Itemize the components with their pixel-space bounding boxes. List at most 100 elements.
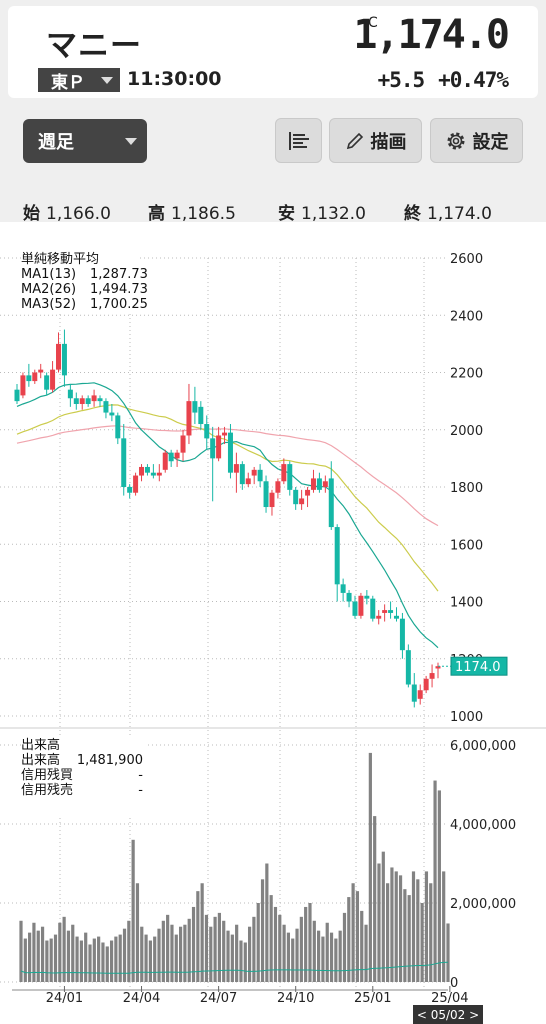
volume-bar bbox=[174, 934, 178, 982]
volume-bar bbox=[424, 871, 429, 982]
candle-body bbox=[370, 598, 376, 619]
candle bbox=[251, 466, 257, 485]
draw-button[interactable]: 描画 bbox=[329, 118, 422, 163]
ma-legend-title: 単純移動平均 bbox=[21, 252, 100, 267]
candle bbox=[103, 398, 109, 419]
candle bbox=[245, 472, 251, 487]
candle-body bbox=[14, 389, 20, 402]
volume-bar bbox=[131, 839, 135, 982]
candle-body bbox=[97, 398, 103, 402]
candle bbox=[97, 395, 103, 407]
volume-bar bbox=[118, 934, 122, 982]
candle-body bbox=[56, 343, 62, 370]
gear-icon bbox=[447, 132, 464, 149]
chart-area[interactable] bbox=[0, 222, 546, 1024]
candle bbox=[121, 424, 127, 496]
x-tick-label: 25/01 bbox=[354, 991, 391, 1006]
candle bbox=[293, 487, 299, 510]
volume-bar bbox=[273, 906, 278, 982]
market-selector[interactable]: 東Ｐ bbox=[38, 68, 120, 93]
candle bbox=[204, 415, 210, 450]
ohlc-low: 安 1,132.0 bbox=[278, 204, 366, 224]
quote-time: 11:30:00 bbox=[127, 68, 222, 90]
candle-body bbox=[192, 401, 198, 413]
settings-button[interactable]: 設定 bbox=[430, 118, 523, 163]
volume-tick-label: 4,000,000 bbox=[450, 818, 516, 833]
volume-bar bbox=[114, 936, 118, 982]
ohlc-row: 始 1,166.0 高 1,186.5 安 1,132.0 終 1,174.0 bbox=[0, 196, 546, 224]
candle bbox=[115, 412, 121, 445]
moving-average-line-52 bbox=[16, 425, 439, 527]
volume-bar bbox=[329, 932, 334, 982]
volume-bar bbox=[178, 926, 183, 982]
candle-body bbox=[393, 615, 399, 619]
volume-bar bbox=[260, 879, 265, 982]
volume-bar bbox=[36, 930, 40, 982]
candle bbox=[56, 332, 62, 373]
candle bbox=[38, 363, 44, 379]
bars-icon bbox=[288, 131, 309, 150]
volume-bar bbox=[342, 912, 347, 982]
volume-bar bbox=[304, 906, 308, 982]
candle-body bbox=[109, 412, 115, 416]
date-cursor-label[interactable]: < 05/02 > bbox=[413, 1005, 483, 1024]
candle bbox=[399, 612, 405, 659]
volume-bar bbox=[338, 930, 342, 982]
candle bbox=[423, 675, 429, 694]
period-label: 週足 bbox=[38, 132, 74, 153]
candle-body bbox=[316, 478, 322, 490]
volume-bar bbox=[407, 895, 411, 982]
x-tick-label: 24/04 bbox=[123, 991, 160, 1006]
volume-bar bbox=[32, 922, 36, 982]
ohlc-open: 始 1,166.0 bbox=[23, 204, 111, 224]
candle-body bbox=[204, 424, 210, 439]
volume-bar bbox=[140, 926, 144, 982]
price-tick-label: 1800 bbox=[450, 481, 483, 496]
volume-bar bbox=[265, 863, 269, 982]
volume-bar bbox=[226, 930, 230, 982]
candle bbox=[150, 464, 156, 479]
volume-bar bbox=[92, 938, 96, 982]
candle-body bbox=[150, 472, 156, 476]
change-value: +5.5 bbox=[377, 68, 426, 92]
volume-bar bbox=[291, 938, 295, 982]
volume-bar bbox=[437, 790, 441, 982]
indicator-button[interactable] bbox=[275, 118, 322, 163]
settings-label: 設定 bbox=[472, 131, 509, 153]
volume-bar bbox=[183, 924, 187, 982]
candle-body bbox=[299, 498, 305, 505]
candle-body bbox=[405, 650, 411, 685]
candle bbox=[352, 595, 358, 619]
period-dropdown[interactable]: 週足 bbox=[23, 119, 147, 163]
candle bbox=[417, 684, 423, 705]
candle-body bbox=[139, 466, 145, 476]
stock-name: マニー bbox=[46, 28, 142, 64]
volume-bar bbox=[187, 918, 191, 982]
ohlc-close: 終 1,174.0 bbox=[404, 204, 492, 224]
volume-bar bbox=[252, 916, 256, 982]
candle-body bbox=[269, 492, 275, 508]
volume-bar bbox=[204, 914, 209, 982]
candle-body bbox=[275, 481, 281, 493]
candle-body bbox=[310, 478, 316, 490]
candle-body bbox=[38, 369, 44, 373]
volume-bar bbox=[200, 883, 204, 982]
candle bbox=[393, 607, 399, 622]
candle bbox=[388, 601, 394, 619]
volume-tick-label: 6,000,000 bbox=[450, 739, 516, 754]
candle-body bbox=[222, 432, 228, 436]
volume-bar bbox=[373, 816, 377, 982]
candle bbox=[144, 464, 150, 476]
candle-body bbox=[364, 595, 370, 599]
candle bbox=[73, 392, 79, 410]
candle bbox=[358, 592, 364, 619]
ma1-legend: MA1(13) 1,287.73 bbox=[21, 267, 148, 282]
volume-bar bbox=[230, 934, 234, 982]
candle bbox=[216, 426, 222, 462]
candle bbox=[334, 524, 340, 602]
candle bbox=[186, 383, 192, 445]
ma3-legend: MA3(52) 1,700.25 bbox=[21, 297, 148, 312]
volume-bar bbox=[58, 922, 62, 982]
candle bbox=[299, 489, 305, 510]
